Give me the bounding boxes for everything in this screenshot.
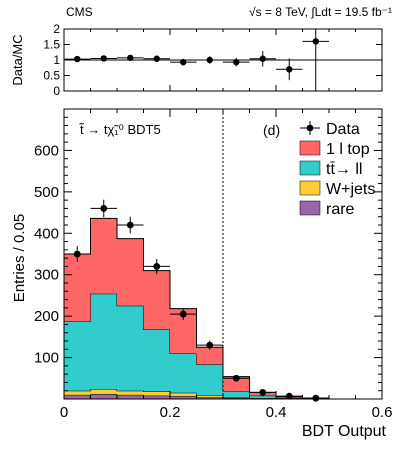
ratio-y-tick-label: 0.5: [43, 69, 60, 83]
main-x-tick-label: 0: [60, 404, 68, 421]
data-point: [73, 250, 81, 258]
legend-swatch: [299, 160, 321, 176]
legend-swatch: [299, 200, 321, 216]
legend-label: rare: [326, 201, 355, 218]
legend-swatch: [299, 140, 321, 156]
data-point: [100, 205, 108, 212]
legend-label: 1 l top: [326, 141, 370, 158]
main-panel: 100 200 300 400 500 600 0 0.2 0.4 0.6 t̃ → tχ̃₁⁰ B…: [34, 108, 393, 421]
ratio-y-axis-label: Data/MC: [10, 34, 25, 85]
data-point: [153, 263, 161, 270]
main-x-tick-label: 0.4: [266, 404, 287, 421]
main-x-tick-label: 0.2: [160, 404, 181, 421]
ratio-y-tick-label: 1: [53, 53, 60, 67]
ratio-point: [233, 58, 240, 66]
legend-marker-data: [306, 124, 314, 132]
data-point: [232, 374, 240, 382]
main-y-tick-label: 400: [34, 225, 59, 242]
main-y-axis-label: Entries / 0.05: [11, 214, 28, 302]
data-point: [126, 221, 134, 229]
ratio-point: [74, 55, 81, 63]
ratio-point: [206, 56, 213, 64]
signal-region-label: t̃ → tχ̃₁⁰ BDT5: [79, 122, 161, 137]
ratio-point: [259, 55, 266, 62]
main-x-tick-label: 0.6: [372, 404, 393, 421]
x-axis-label: BDT Output: [302, 423, 387, 440]
ratio-y-tick-label: 2: [53, 22, 60, 36]
ratio-y-tick-label: 0: [53, 84, 60, 98]
ratio-point: [312, 38, 319, 45]
data-point: [179, 310, 187, 318]
energy-lumi-label: √s = 8 TeV, ∫Ldt = 19.5 fb⁻¹: [249, 5, 392, 19]
ratio-panel: 00.5 11.5 2: [43, 22, 383, 98]
legend-label: W+jets: [326, 181, 375, 198]
main-y-tick-label: 500: [34, 184, 59, 201]
ratio-point: [180, 58, 187, 66]
ratio-point: [100, 55, 107, 62]
data-point: [206, 341, 214, 349]
ratio-point: [127, 54, 134, 62]
legend-label: Data: [326, 121, 360, 138]
main-y-tick-label: 100: [34, 350, 59, 367]
stack-area-1-l-top: [64, 218, 329, 399]
experiment-label: CMS: [66, 5, 93, 19]
data-point: [285, 392, 293, 400]
panel-label: (d): [263, 122, 280, 138]
stack-area-tt-ll: [64, 293, 329, 399]
main-y-tick-label: 300: [34, 267, 59, 284]
legend-label: tt̄→ ll: [326, 161, 362, 178]
ratio-point: [153, 55, 160, 62]
main-y-tick-label: 600: [34, 142, 59, 159]
legend-swatch: [299, 180, 321, 196]
data-point: [312, 394, 320, 402]
main-y-tick-label: 200: [34, 308, 59, 325]
ratio-point: [286, 66, 293, 73]
ratio-y-tick-label: 1.5: [43, 38, 60, 52]
data-point: [259, 388, 267, 396]
